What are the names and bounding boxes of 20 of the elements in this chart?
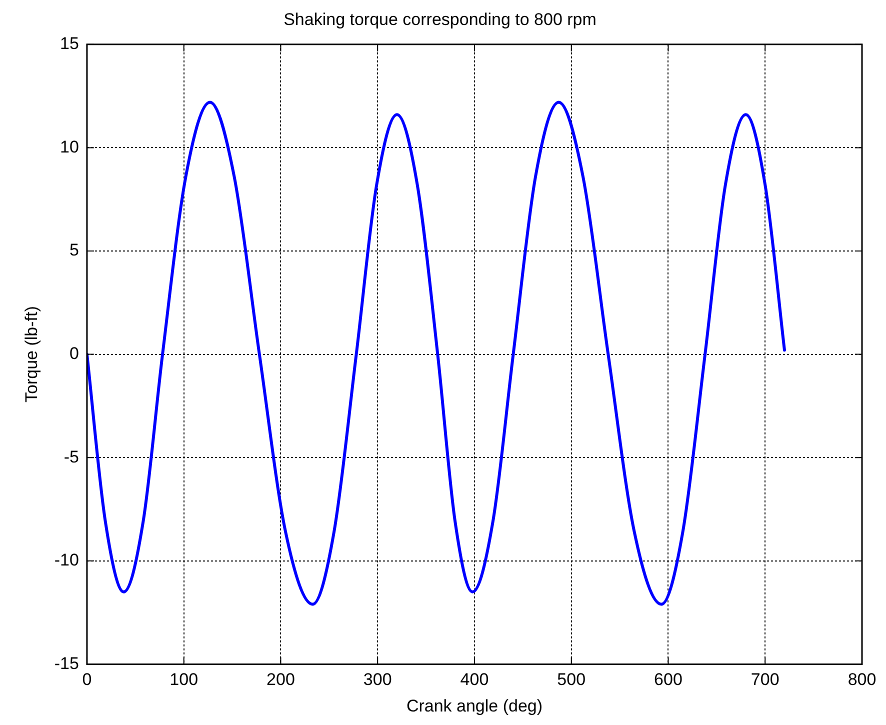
y-tick-label: 5 bbox=[70, 240, 79, 260]
line-series bbox=[86, 100, 786, 606]
y-tick-label: 0 bbox=[70, 344, 79, 363]
x-tick-label: 600 bbox=[654, 670, 682, 690]
x-tick-label: 200 bbox=[266, 670, 295, 690]
x-tick-label: 700 bbox=[750, 670, 780, 690]
x-tick-label: 0 bbox=[82, 670, 92, 690]
x-tick-label: 500 bbox=[557, 670, 586, 690]
x-tick-label: 100 bbox=[170, 670, 198, 690]
y-tick-label: 10 bbox=[60, 137, 79, 156]
y-tick-label: -15 bbox=[54, 654, 79, 673]
y-axis-title: Torque (lb-ft) bbox=[22, 306, 41, 402]
x-tick-label: 400 bbox=[460, 670, 489, 690]
x-tick-label: 300 bbox=[363, 670, 392, 690]
y-tick-label: -5 bbox=[64, 447, 79, 466]
y-tick-label: 15 bbox=[60, 34, 79, 54]
y-tick-label: -10 bbox=[54, 550, 79, 570]
chart-title: Shaking torque corresponding to 800 rpm bbox=[284, 10, 596, 29]
x-tick-label: 800 bbox=[848, 670, 876, 690]
x-axis-title: Crank angle (deg) bbox=[406, 696, 543, 716]
